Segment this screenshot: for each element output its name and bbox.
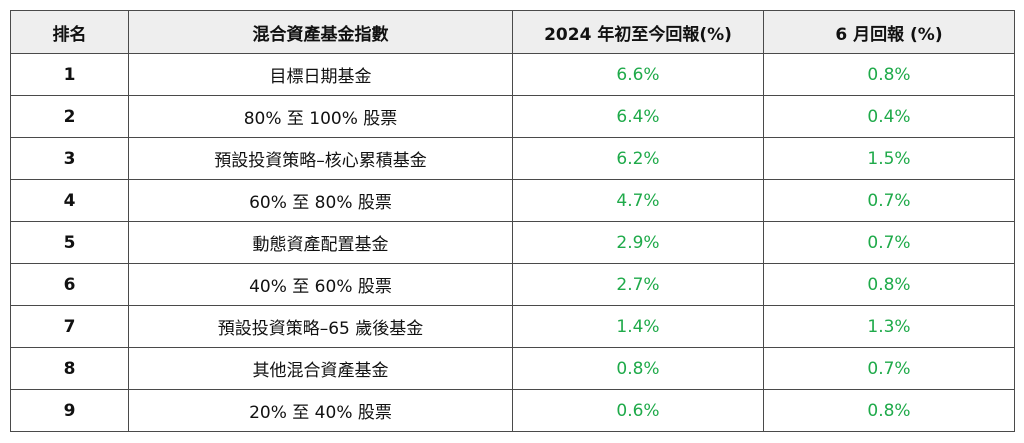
june-return-cell: 0.4% bbox=[763, 95, 1015, 138]
ytd-return-cell: 6.6% bbox=[512, 53, 764, 96]
header-rank: 排名 bbox=[10, 10, 129, 54]
rank-cell: 9 bbox=[10, 389, 129, 432]
june-return-cell: 0.8% bbox=[763, 53, 1015, 96]
rank-cell: 7 bbox=[10, 305, 129, 348]
mixed-asset-fund-ranking-table: 排名 混合資產基金指數 2024 年初至今回報(%) 6 月回報 (%) 1 目… bbox=[10, 10, 1015, 432]
index-name-cell: 目標日期基金 bbox=[128, 53, 513, 96]
rank-cell: 8 bbox=[10, 347, 129, 390]
table-row: 6 40% 至 60% 股票 2.7% 0.8% bbox=[10, 263, 1015, 306]
table-row: 9 20% 至 40% 股票 0.6% 0.8% bbox=[10, 389, 1015, 432]
rank-cell: 2 bbox=[10, 95, 129, 138]
june-return-cell: 0.7% bbox=[763, 347, 1015, 390]
june-return-cell: 0.8% bbox=[763, 263, 1015, 306]
table-row: 4 60% 至 80% 股票 4.7% 0.7% bbox=[10, 179, 1015, 222]
table-row: 1 目標日期基金 6.6% 0.8% bbox=[10, 53, 1015, 96]
header-index-name: 混合資產基金指數 bbox=[128, 10, 513, 54]
index-name-cell: 其他混合資產基金 bbox=[128, 347, 513, 390]
table-body: 1 目標日期基金 6.6% 0.8% 2 80% 至 100% 股票 6.4% … bbox=[10, 53, 1015, 432]
table-row: 8 其他混合資產基金 0.8% 0.7% bbox=[10, 347, 1015, 390]
rank-cell: 1 bbox=[10, 53, 129, 96]
rank-cell: 4 bbox=[10, 179, 129, 222]
header-ytd-return: 2024 年初至今回報(%) bbox=[512, 10, 764, 54]
ytd-return-cell: 4.7% bbox=[512, 179, 764, 222]
ytd-return-cell: 2.9% bbox=[512, 221, 764, 264]
ytd-return-cell: 0.8% bbox=[512, 347, 764, 390]
june-return-cell: 1.5% bbox=[763, 137, 1015, 180]
index-name-cell: 20% 至 40% 股票 bbox=[128, 389, 513, 432]
table-row: 7 預設投資策略–65 歲後基金 1.4% 1.3% bbox=[10, 305, 1015, 348]
index-name-cell: 40% 至 60% 股票 bbox=[128, 263, 513, 306]
ytd-return-cell: 6.4% bbox=[512, 95, 764, 138]
rank-cell: 5 bbox=[10, 221, 129, 264]
june-return-cell: 0.7% bbox=[763, 221, 1015, 264]
table-row: 5 動態資產配置基金 2.9% 0.7% bbox=[10, 221, 1015, 264]
index-name-cell: 動態資產配置基金 bbox=[128, 221, 513, 264]
index-name-cell: 80% 至 100% 股票 bbox=[128, 95, 513, 138]
ytd-return-cell: 1.4% bbox=[512, 305, 764, 348]
ytd-return-cell: 0.6% bbox=[512, 389, 764, 432]
june-return-cell: 0.7% bbox=[763, 179, 1015, 222]
rank-cell: 6 bbox=[10, 263, 129, 306]
header-june-return: 6 月回報 (%) bbox=[763, 10, 1015, 54]
index-name-cell: 預設投資策略–核心累積基金 bbox=[128, 137, 513, 180]
ytd-return-cell: 2.7% bbox=[512, 263, 764, 306]
june-return-cell: 0.8% bbox=[763, 389, 1015, 432]
rank-cell: 3 bbox=[10, 137, 129, 180]
header-row: 排名 混合資產基金指數 2024 年初至今回報(%) 6 月回報 (%) bbox=[10, 10, 1015, 54]
june-return-cell: 1.3% bbox=[763, 305, 1015, 348]
table-row: 3 預設投資策略–核心累積基金 6.2% 1.5% bbox=[10, 137, 1015, 180]
ranking-table-container: 排名 混合資產基金指數 2024 年初至今回報(%) 6 月回報 (%) 1 目… bbox=[10, 10, 1015, 432]
index-name-cell: 預設投資策略–65 歲後基金 bbox=[128, 305, 513, 348]
table-row: 2 80% 至 100% 股票 6.4% 0.4% bbox=[10, 95, 1015, 138]
table-header: 排名 混合資產基金指數 2024 年初至今回報(%) 6 月回報 (%) bbox=[10, 10, 1015, 54]
ytd-return-cell: 6.2% bbox=[512, 137, 764, 180]
index-name-cell: 60% 至 80% 股票 bbox=[128, 179, 513, 222]
